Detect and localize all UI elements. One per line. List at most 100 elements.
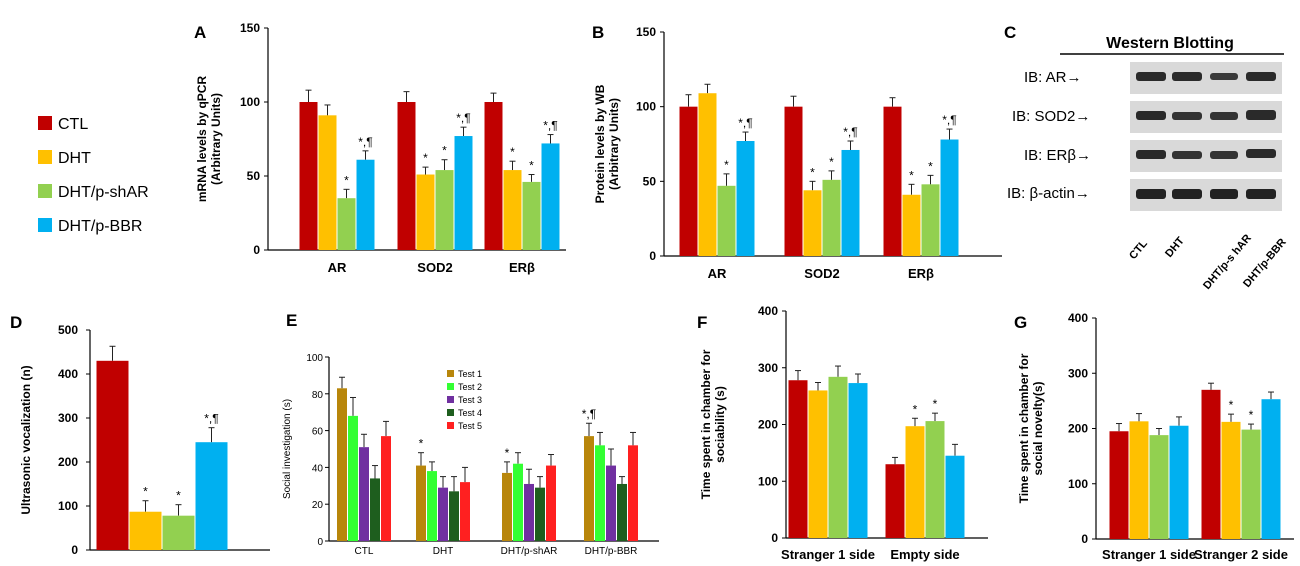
category-label: DHT/p-BBR: [585, 546, 638, 557]
wb-row-label-sod2: IB: SOD2→: [1012, 108, 1090, 125]
bar: [195, 442, 228, 550]
e-legend-swatch-5: [447, 422, 454, 429]
wb-band: [1210, 151, 1238, 159]
y-tick-label: 0: [1081, 532, 1088, 546]
bar: [513, 463, 523, 541]
y-tick-label: 200: [1068, 422, 1088, 436]
bar: [841, 149, 860, 256]
bar: [438, 487, 448, 541]
y-tick-label: 50: [643, 174, 657, 188]
e-legend-label-1: Test 1: [458, 369, 482, 379]
e-legend-label-5: Test 5: [458, 421, 482, 431]
bar: [902, 194, 921, 256]
chart-panel-f: F 0 100 200 300 400 Time spent in chamber for s…: [697, 304, 988, 562]
wb-row-label-erb: IB: ERβ→: [1024, 147, 1091, 164]
y-tick-label: 200: [58, 455, 78, 469]
bar: [788, 380, 808, 538]
category-label: Stranger 1 side: [781, 547, 875, 562]
category-label: DHT/p-shAR: [501, 546, 558, 557]
significance-mark: *,¶: [456, 111, 470, 125]
category-label: ERβ: [509, 260, 535, 275]
chart-panel-g: G 0 100 200 300 400 Time spent in chamber for s…: [1014, 311, 1294, 562]
wb-blot-actin: [1130, 179, 1282, 211]
category-label: SOD2: [804, 266, 839, 281]
legend-swatch-shar: [38, 184, 52, 198]
e-legend-label-4: Test 4: [458, 408, 482, 418]
e-legend-swatch-3: [447, 396, 454, 403]
significance-mark: *: [913, 402, 918, 416]
significance-mark: *: [829, 155, 834, 169]
chart-panel-e: E 0 20 40 60 80 100 Social investigation (s) CTL…: [282, 311, 659, 557]
y-tick-label: 200: [758, 418, 778, 432]
bar: [885, 464, 905, 538]
y-tick-label: 300: [758, 361, 778, 375]
y-tick-label: 400: [1068, 311, 1088, 325]
wb-row-label-actin: IB: β-actin→: [1007, 185, 1090, 202]
bar: [905, 426, 925, 538]
y-tick-label: 100: [636, 100, 656, 114]
wb-band: [1246, 110, 1276, 120]
wb-blot-sod2: [1130, 101, 1282, 133]
bar: [337, 388, 347, 541]
significance-mark: *,¶: [942, 113, 956, 127]
wb-band: [1136, 111, 1166, 120]
significance-mark: *: [928, 159, 933, 173]
significance-mark: *: [529, 159, 534, 173]
bar: [848, 383, 868, 538]
category-label: Stranger 2 side: [1194, 547, 1288, 562]
category-label: DHT: [433, 546, 454, 557]
legend-label-dht: DHT: [58, 150, 91, 167]
y-tick-label: 100: [240, 95, 260, 109]
y-tick-label: 100: [1068, 477, 1088, 491]
y-axis-title: Time spent in chamber for: [699, 349, 713, 499]
panel-letter: F: [697, 313, 707, 332]
panel-letter: D: [10, 313, 22, 332]
significance-mark: *: [505, 446, 510, 460]
y-axis-title: social novelty(s): [1031, 381, 1045, 475]
wb-band: [1136, 150, 1166, 159]
bar: [356, 159, 375, 250]
bar: [921, 184, 940, 256]
legend-label-shar: DHT/p-shAR: [58, 184, 149, 201]
y-tick-label: 500: [58, 323, 78, 337]
y-axis-title: (Arbitrary Units): [209, 93, 223, 185]
significance-mark: *,¶: [582, 407, 596, 421]
bar: [628, 445, 638, 541]
y-axis-title: Ultrasonic vocalization (n): [19, 365, 33, 514]
category-label: Empty side: [890, 547, 959, 562]
wb-lane-label-ctl: CTL: [1127, 238, 1150, 262]
y-axis-title: sociability (s): [713, 386, 727, 463]
wb-blot-ar: [1130, 62, 1282, 94]
y-tick-label: 20: [312, 500, 324, 511]
bar: [435, 170, 454, 250]
y-tick-label: 0: [649, 249, 656, 263]
legend-swatch-ctl: [38, 116, 52, 130]
bar: [606, 465, 616, 541]
e-legend-swatch-4: [447, 409, 454, 416]
y-tick-label: 100: [758, 474, 778, 488]
y-tick-label: 100: [58, 499, 78, 513]
bar: [449, 491, 459, 541]
wb-band: [1172, 151, 1202, 159]
wb-band: [1172, 112, 1202, 120]
chart-panel-b: B 0 50 100 150 Protein levels by WB (Arbitrary…: [592, 23, 1002, 281]
wb-band: [1210, 189, 1238, 199]
bar: [337, 198, 356, 250]
bar: [595, 445, 605, 541]
bar: [1169, 425, 1189, 539]
bar: [397, 102, 416, 250]
bar: [1149, 435, 1169, 539]
significance-mark: *: [423, 151, 428, 165]
bar: [370, 478, 380, 541]
y-tick-label: 40: [312, 463, 324, 474]
wb-row-label-ar: IB: AR→: [1024, 69, 1082, 86]
significance-mark: *,¶: [738, 116, 752, 130]
significance-mark: *: [510, 145, 515, 159]
y-tick-label: 0: [253, 243, 260, 257]
y-tick-label: 50: [247, 169, 261, 183]
y-tick-label: 150: [636, 25, 656, 39]
bar: [828, 376, 848, 538]
significance-mark: *: [176, 489, 181, 503]
bar: [822, 179, 841, 256]
